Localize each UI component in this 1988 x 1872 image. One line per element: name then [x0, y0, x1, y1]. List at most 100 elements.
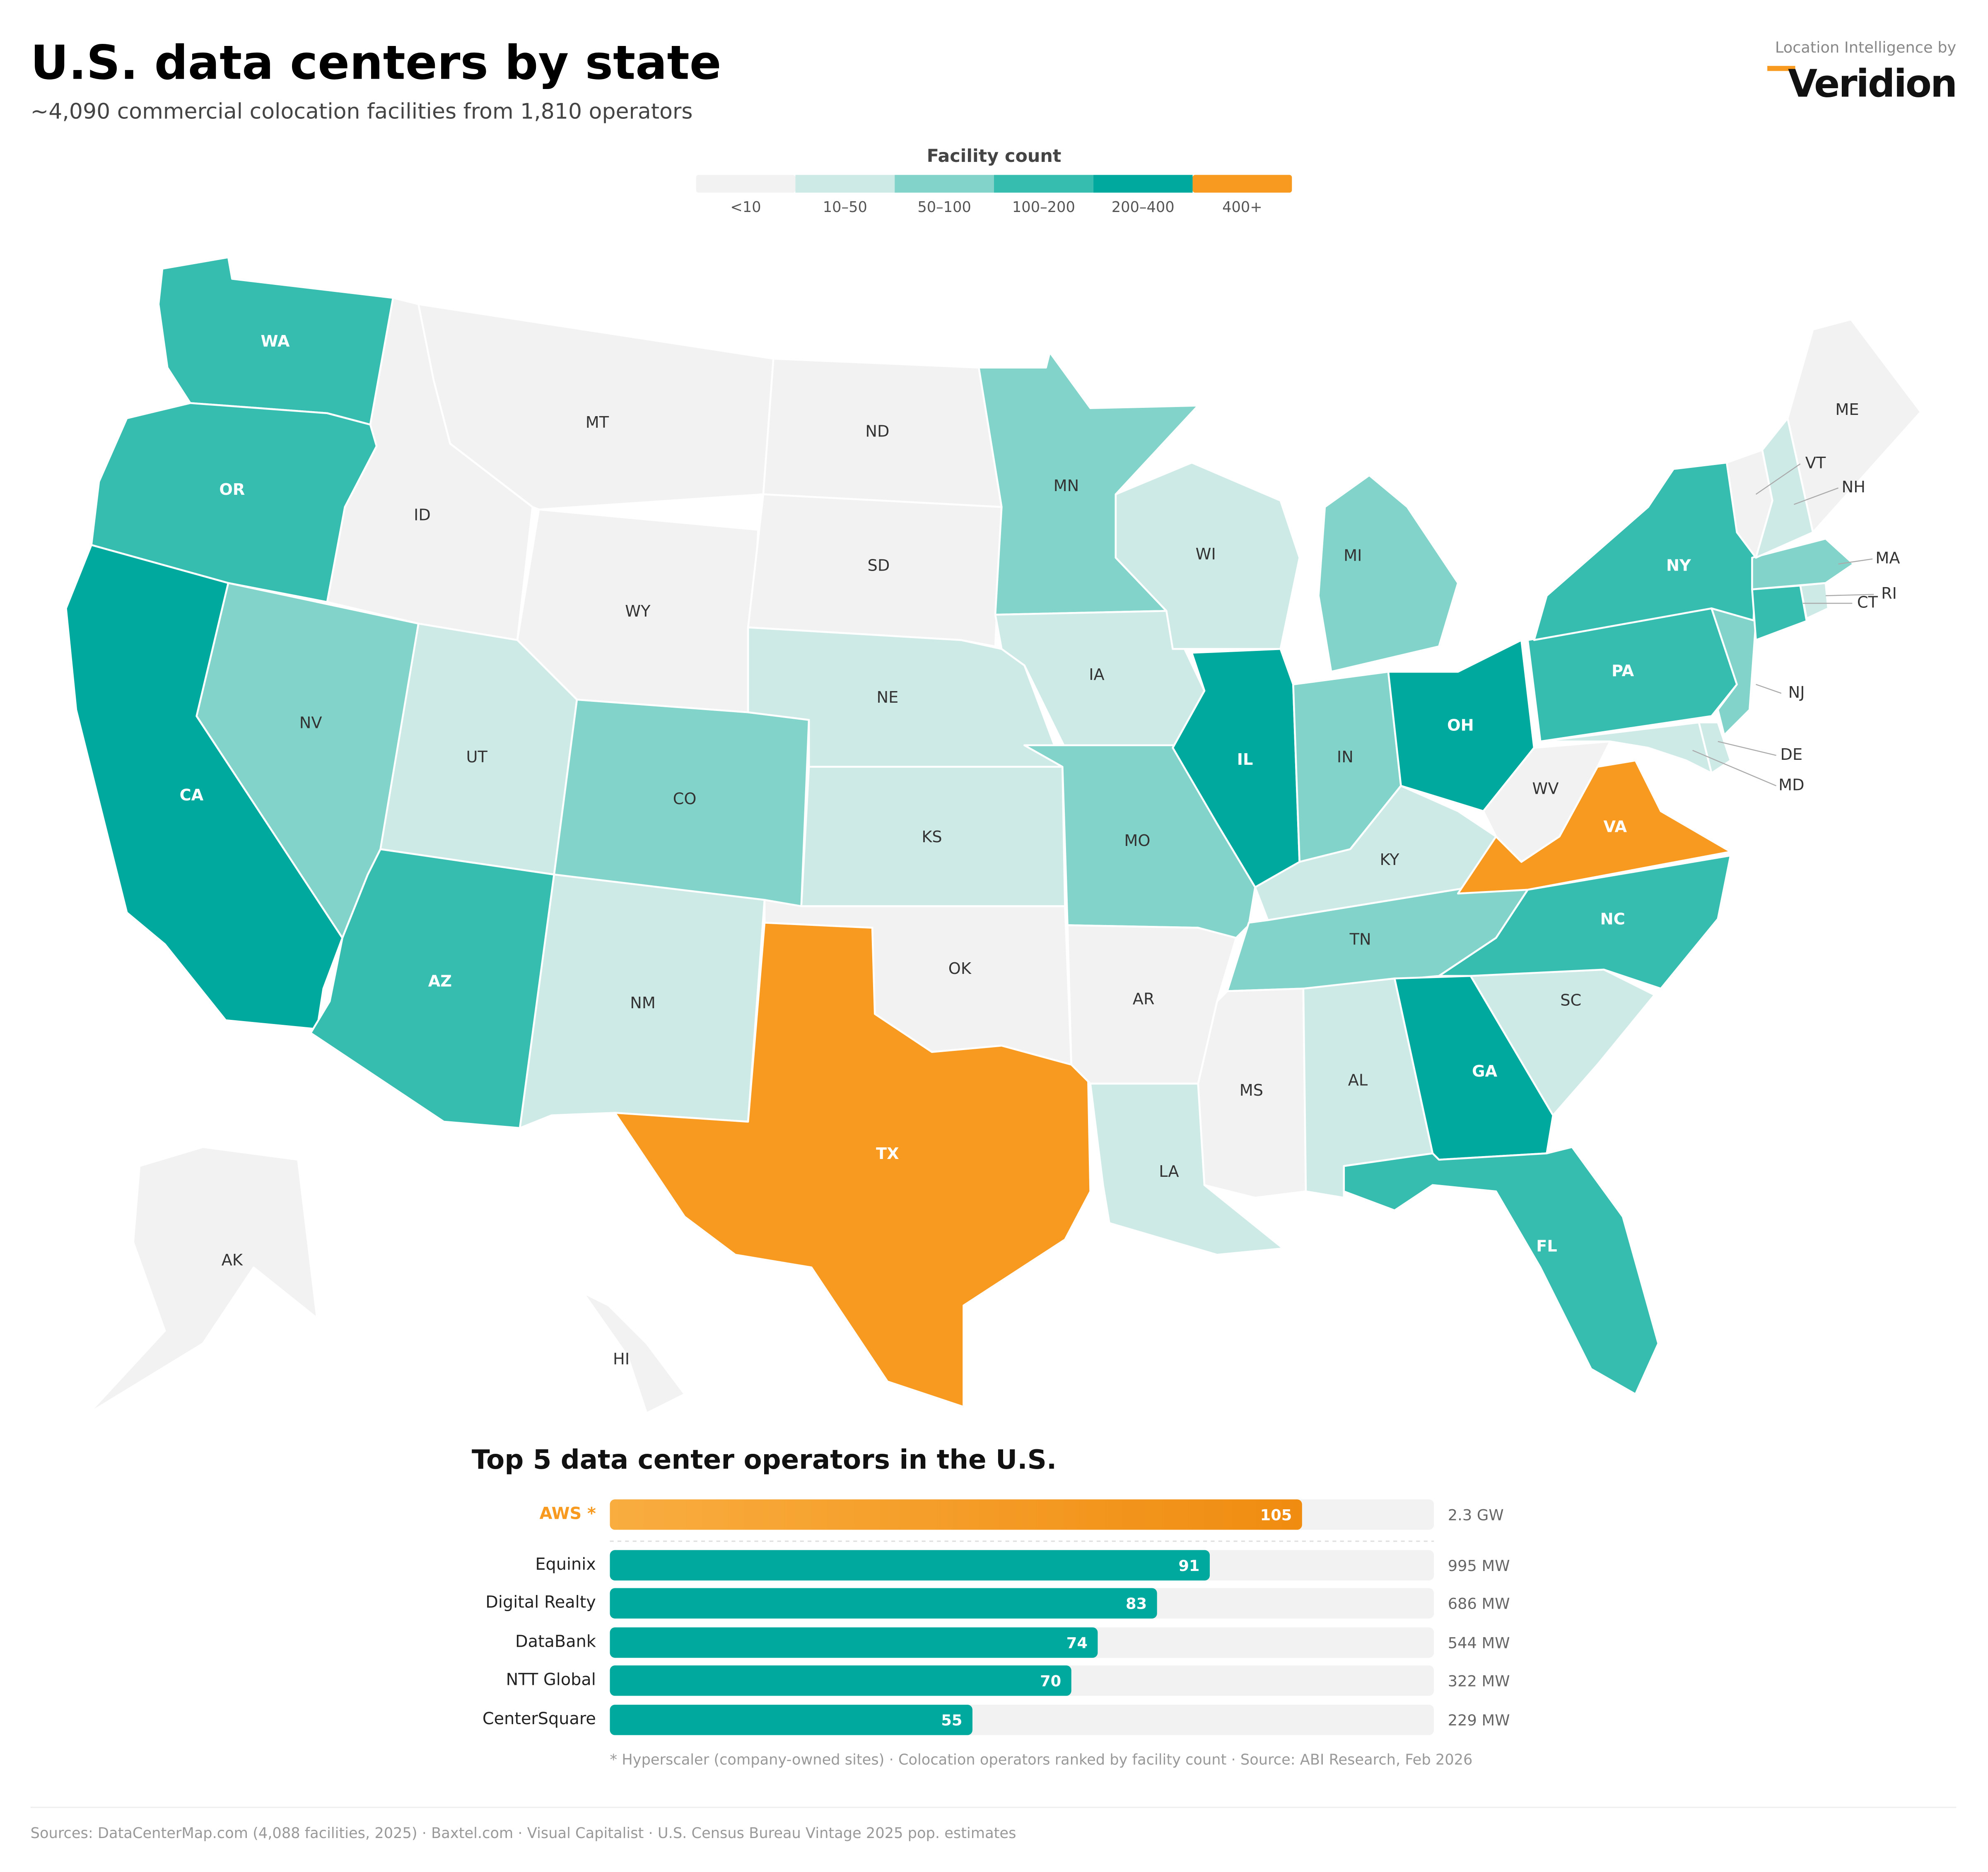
state-label: MT	[586, 413, 609, 432]
brand: Veridion	[1788, 62, 1956, 106]
state-label: HI	[613, 1350, 630, 1368]
legend-label: 100–200	[1012, 199, 1075, 216]
callout-line	[1756, 684, 1782, 694]
legend-label: 10–50	[823, 199, 867, 216]
state-label: AK	[222, 1251, 243, 1270]
legend-label: 200–400	[1112, 199, 1175, 216]
bar-value-label: 55	[941, 1711, 962, 1729]
bar-value-label: 91	[1178, 1557, 1199, 1575]
state	[1751, 537, 1855, 590]
brand-mark	[1767, 66, 1795, 71]
bar	[610, 1588, 1157, 1619]
bar-chart-title: Top 5 data center operators in the U.S.	[472, 1444, 1057, 1475]
state-label: TX	[876, 1144, 899, 1163]
state-label: UT	[466, 748, 487, 766]
capacity-label: 686 MW	[1448, 1595, 1510, 1613]
state	[1438, 854, 1732, 990]
state	[1755, 417, 1814, 559]
capacity-label: 322 MW	[1448, 1672, 1510, 1690]
category-label: Digital Realty	[485, 1593, 596, 1612]
bar	[610, 1550, 1210, 1580]
state-label: NV	[299, 713, 322, 732]
callout-line	[1718, 741, 1776, 756]
state-label: IL	[1237, 750, 1253, 769]
state-label: IA	[1089, 665, 1104, 684]
bar-value-label: 105	[1260, 1506, 1292, 1524]
category-label: DataBank	[515, 1632, 596, 1651]
state-label: NJ	[1788, 683, 1805, 702]
bar	[610, 1665, 1071, 1696]
legend-label: 400+	[1222, 199, 1262, 216]
state-label: OH	[1447, 716, 1474, 735]
callout-line	[1692, 749, 1777, 786]
state-label: NM	[630, 994, 656, 1012]
state-label: TN	[1349, 930, 1371, 949]
state-label: AR	[1133, 990, 1155, 1009]
legend-swatch	[994, 175, 1093, 193]
footer-sources: Sources: DataCenterMap.com (4,088 facili…	[31, 1825, 1016, 1842]
state-label: MI	[1344, 546, 1362, 565]
state-label: OR	[219, 480, 245, 499]
bar-value-label: 74	[1066, 1634, 1088, 1652]
state-label: CT	[1857, 593, 1878, 612]
bar-value-label: 83	[1126, 1595, 1147, 1613]
state-label: ME	[1835, 400, 1859, 419]
map	[65, 256, 1922, 1414]
state-labels: WA OR CA NV ID MT WY UT CO AZ NM ND SD NE KS OK TX MN IA MO…	[180, 332, 1900, 1368]
state-label: MO	[1124, 831, 1150, 850]
state-label: CO	[673, 790, 697, 808]
bar-value-label: 70	[1040, 1672, 1061, 1690]
state-label: OK	[948, 959, 972, 978]
category-label: NTT Global	[506, 1670, 596, 1689]
state	[1317, 474, 1459, 673]
state-label: IN	[1337, 748, 1353, 766]
capacity-label: 2.3 GW	[1448, 1506, 1504, 1524]
state-label: ID	[414, 506, 431, 524]
brand-caption: Location Intelligence by	[1775, 39, 1956, 56]
bar	[610, 1704, 972, 1735]
state	[553, 699, 810, 907]
state-label: WI	[1196, 545, 1216, 564]
state-label: MD	[1778, 776, 1804, 794]
title: U.S. data centers by state	[31, 35, 721, 90]
state-label: FL	[1536, 1237, 1557, 1255]
bar-note: * Hyperscaler (company-owned sites) · Co…	[610, 1752, 1473, 1768]
bar-chart: AWS * 105 2.3 GW Equinix 91 995 MW Digital Rea…	[483, 1499, 1510, 1735]
legend-swatch	[895, 175, 994, 193]
legend-swatch	[1192, 175, 1292, 193]
state	[1539, 721, 1713, 774]
callout-line	[1794, 487, 1839, 505]
callout-line	[1825, 594, 1874, 596]
legend-label: <10	[730, 199, 761, 216]
category-label: Equinix	[535, 1555, 596, 1574]
state-label: GA	[1472, 1062, 1497, 1081]
legend-swatch	[795, 175, 895, 193]
state-label: KY	[1380, 850, 1399, 869]
state	[1786, 318, 1922, 533]
state-label: MN	[1054, 477, 1079, 495]
state-label: PA	[1612, 662, 1634, 680]
state-label: AL	[1348, 1071, 1368, 1089]
capacity-label: 229 MW	[1448, 1711, 1510, 1729]
state-label: NY	[1666, 557, 1691, 575]
state	[1343, 1146, 1660, 1395]
subtitle: ~4,090 commercial colocation facilities …	[31, 99, 693, 124]
legend: <10 10–50 50–100 100–200 200–400 400+	[696, 175, 1292, 216]
state-label: NH	[1842, 478, 1865, 496]
state-label: NE	[876, 688, 898, 707]
state-label: LA	[1159, 1162, 1179, 1181]
bar	[610, 1499, 1302, 1530]
state-label: WV	[1532, 779, 1559, 798]
state-label: KS	[922, 828, 942, 846]
category-label: AWS *	[540, 1504, 596, 1523]
state-label: NC	[1600, 910, 1625, 929]
state-label: SD	[868, 557, 890, 575]
bar	[610, 1627, 1098, 1658]
capacity-label: 995 MW	[1448, 1557, 1510, 1575]
category-label: CenterSquare	[483, 1709, 596, 1728]
state-label: WA	[261, 332, 290, 351]
state-label: SC	[1560, 991, 1581, 1010]
state-label: MS	[1240, 1081, 1263, 1100]
